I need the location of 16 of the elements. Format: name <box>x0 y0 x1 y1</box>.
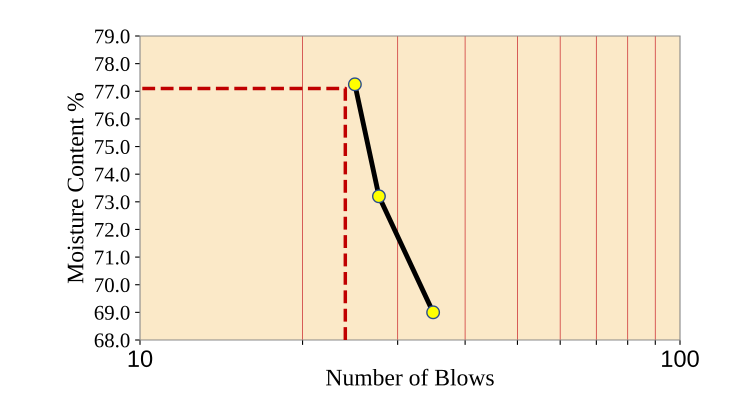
y-tick-label: 79.0 <box>95 29 130 44</box>
y-tick-label: 72.0 <box>95 222 130 237</box>
x-tick-label: 100 <box>662 350 699 368</box>
y-tick-label: 73.0 <box>95 195 130 210</box>
y-tick-label: 76.0 <box>95 112 130 126</box>
y-tick-label: 70.0 <box>95 278 130 292</box>
y-axis-title: Moisture Content % <box>68 93 84 284</box>
x-axis-title: Number of Blows <box>326 368 494 386</box>
y-tick-label: 71.0 <box>95 250 130 265</box>
y-tick-label: 68.0 <box>94 333 130 348</box>
y-tick-label: 69.0 <box>94 306 130 320</box>
y-tick-label: 75.0 <box>95 140 130 154</box>
x-tick-label: 10 <box>128 350 152 368</box>
y-tick-label: 74.0 <box>95 168 130 182</box>
y-tick-label: 77.0 <box>95 84 130 99</box>
y-tick-label: 78.0 <box>95 57 130 72</box>
